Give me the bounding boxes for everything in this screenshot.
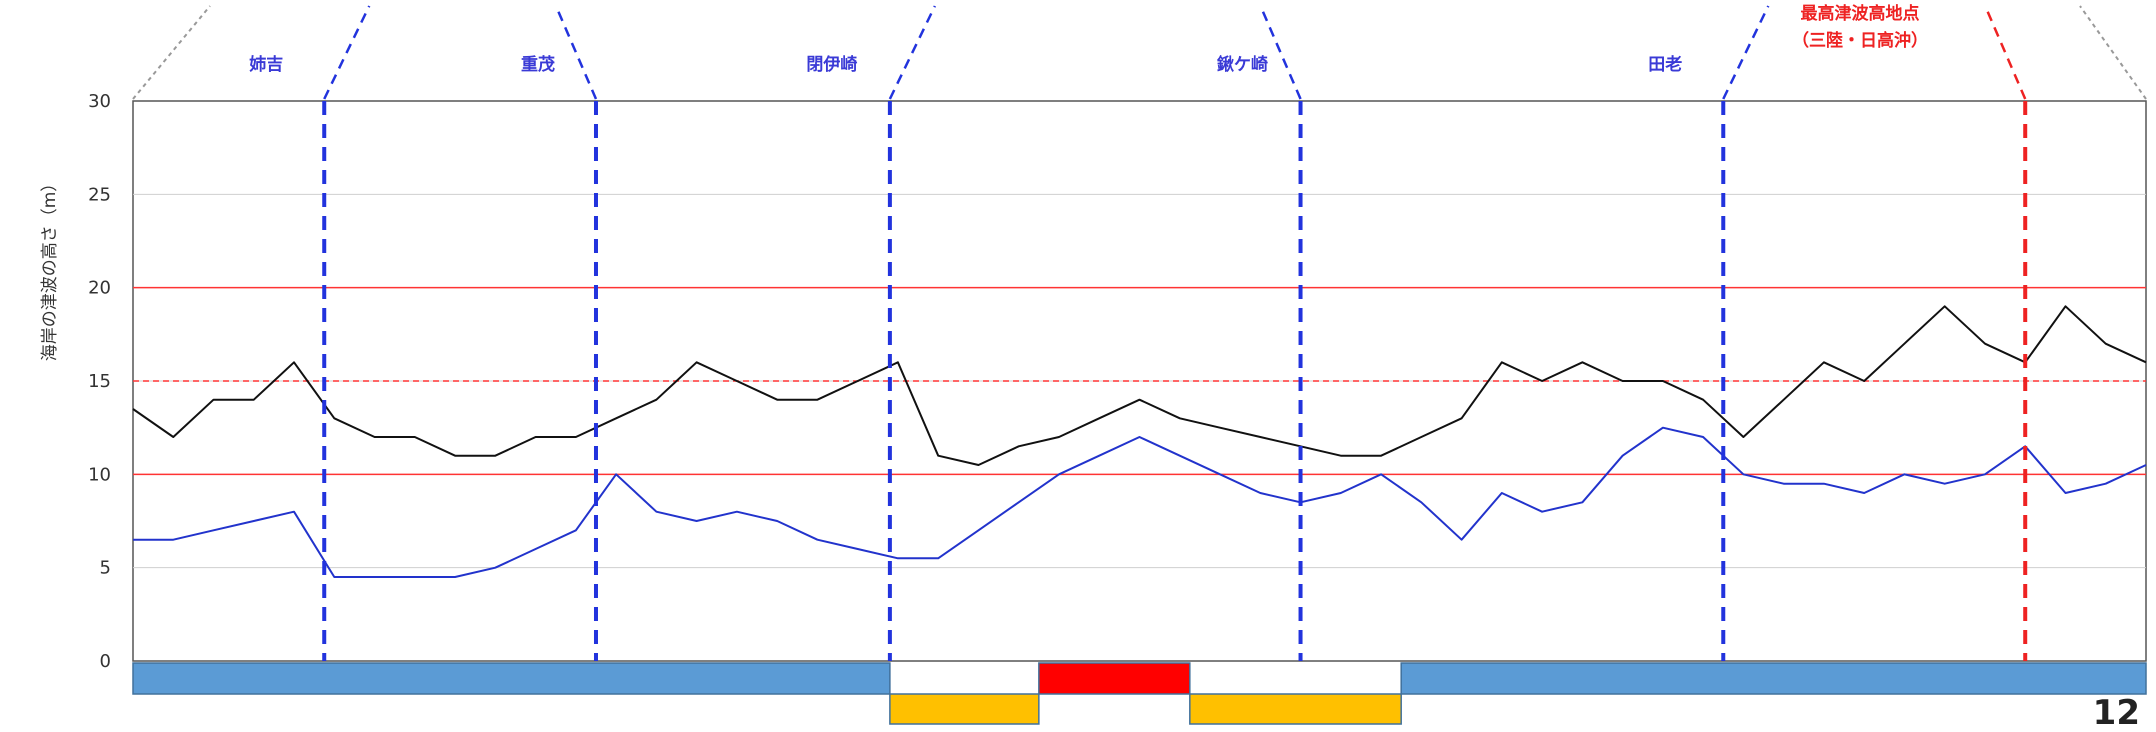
highest-point-label-line1: 最高津波高地点 <box>1801 3 1920 24</box>
y-axis-label: 海岸の津波の高さ（m） <box>40 175 60 362</box>
location-markers: 姉吉 重茂 閉伊崎 鍬ケ崎 田老 <box>132 5 2147 661</box>
y-tick-label: 15 <box>88 371 111 392</box>
y-tick-label: 5 <box>100 558 111 579</box>
series-line-1 <box>133 426 2147 578</box>
series-layer <box>132 305 2147 578</box>
highest-point-label: 最高津波高地点 （三陸・日高沖） <box>1792 3 1928 51</box>
bottom-bar <box>1400 662 2147 695</box>
left-zoom-connector <box>132 5 211 100</box>
y-tick-label: 25 <box>88 184 111 205</box>
location-marker-connector <box>1259 5 1302 100</box>
right-zoom-connector <box>2079 5 2147 100</box>
location-marker-connector <box>888 5 937 100</box>
location-label: 重茂 <box>521 54 555 75</box>
bottom-bar <box>132 662 891 695</box>
location-marker-connector <box>554 5 598 100</box>
y-tick-label: 30 <box>88 91 111 112</box>
page-number: 12 <box>2093 693 2140 732</box>
reference-lines <box>133 286 2146 476</box>
location-marker-connector <box>1984 5 2027 100</box>
series-line-0 <box>132 305 2147 466</box>
bottom-bar <box>889 693 1040 725</box>
bottom-bar <box>1038 662 1191 695</box>
y-tick-label: 10 <box>88 464 111 485</box>
y-tick-label: 0 <box>100 651 111 672</box>
y-axis-ticks: 0 5 10 15 20 25 30 <box>88 91 111 672</box>
location-marker-connector <box>323 5 371 100</box>
location-marker-connector <box>1722 5 1770 100</box>
location-label: 姉吉 <box>249 54 283 75</box>
highest-point-label-line2: （三陸・日高沖） <box>1792 30 1928 51</box>
location-label: 閉伊崎 <box>806 54 857 75</box>
bottom-bars <box>132 662 2147 725</box>
bottom-bar <box>1189 693 1402 725</box>
location-label: 田老 <box>1648 54 1682 75</box>
y-tick-label: 20 <box>88 278 111 299</box>
location-label: 鍬ケ崎 <box>1217 54 1268 75</box>
